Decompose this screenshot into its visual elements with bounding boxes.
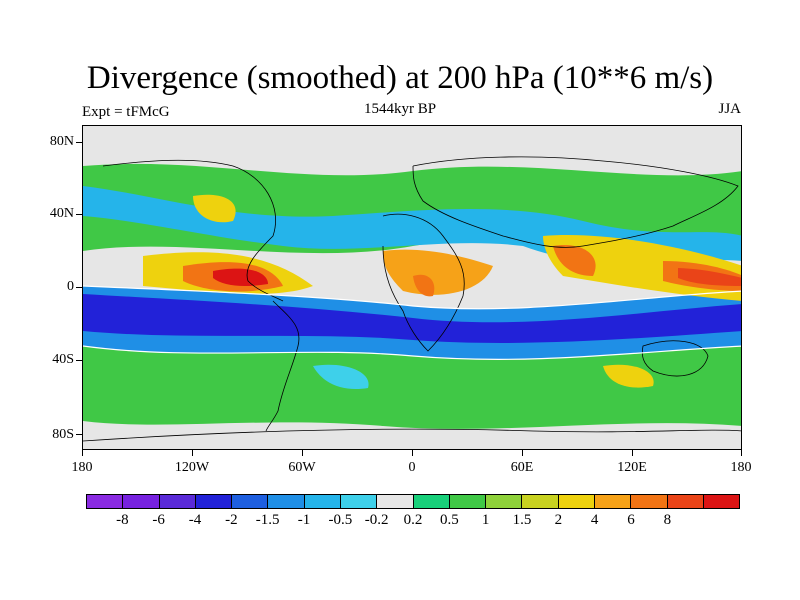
colorbar-swatch [486,495,523,508]
x-tick [412,450,413,456]
colorbar-swatch [377,495,414,508]
plot-title: Divergence (smoothed) at 200 hPa (10**6 … [86,60,714,96]
x-tick-label-60e: 60E [510,460,534,475]
x-tick-label-180e: 180 [730,460,752,475]
y-tick-label-40n: 40N [49,206,74,221]
x-tick [741,450,742,456]
colorbar-swatch [631,495,668,508]
colorbar-label: 1 [481,512,490,528]
colorbar-label: -4 [188,512,202,528]
colorbar-swatch [159,495,196,508]
x-tick [82,450,83,456]
colorbar-swatch [123,495,160,508]
y-tick [76,287,82,288]
colorbar-label: 2 [554,512,563,528]
x-tick [302,450,303,456]
y-tick-label-40s: 40S [52,352,74,367]
y-tick [76,434,82,435]
colorbar-swatch [413,495,450,508]
colorbar-label: 8 [663,512,672,528]
colorbar-label: 6 [627,512,635,528]
y-tick-label-80n: 80N [49,134,74,149]
colorbar-label: 1.5 [512,512,532,528]
y-tick [76,214,82,215]
experiment-label: Expt = tFMcG [82,104,170,120]
x-tick-label-120e: 120E [617,460,647,475]
colorbar-swatch [594,495,632,508]
colorbar-label: 4 [590,512,599,528]
colorbar-label: -6 [152,512,165,528]
colorbar [86,494,740,509]
colorbar-swatch [667,495,704,508]
colorbar-swatch [304,495,341,508]
x-tick-label-120w: 120W [174,460,210,475]
colorbar-label: 0.5 [439,512,459,528]
divergence-map [82,125,742,450]
colorbar-swatch [195,495,233,508]
x-tick [522,450,523,456]
colorbar-label: -0.2 [364,512,389,528]
colorbar-label: 0.2 [403,512,423,528]
divergence-field [83,126,741,449]
y-tick [76,360,82,361]
colorbar-swatch [558,495,595,508]
y-tick-label-80s: 80S [52,427,74,442]
x-tick-label-180w: 180 [71,460,93,475]
x-tick-label-0: 0 [408,460,416,475]
x-tick [632,450,633,456]
colorbar-label: -8 [116,512,129,528]
colorbar-label: -1 [297,512,311,528]
colorbar-label: -1.5 [255,512,280,528]
colorbar-swatch [522,495,559,508]
season-label: JJA [718,101,741,117]
colorbar-swatch [232,495,269,508]
colorbar-swatch [268,495,305,508]
y-tick-label-0: 0 [67,279,74,294]
colorbar-swatch [87,495,124,508]
y-tick [76,142,82,143]
colorbar-swatch [340,495,378,508]
colorbar-swatch [703,495,740,508]
x-tick-label-60w: 60W [288,460,316,475]
colorbar-label: -2 [225,512,238,528]
x-tick [192,450,193,456]
time-label: 1544kyr BP [363,101,437,117]
colorbar-swatch [449,495,487,508]
colorbar-label: -0.5 [328,512,353,528]
